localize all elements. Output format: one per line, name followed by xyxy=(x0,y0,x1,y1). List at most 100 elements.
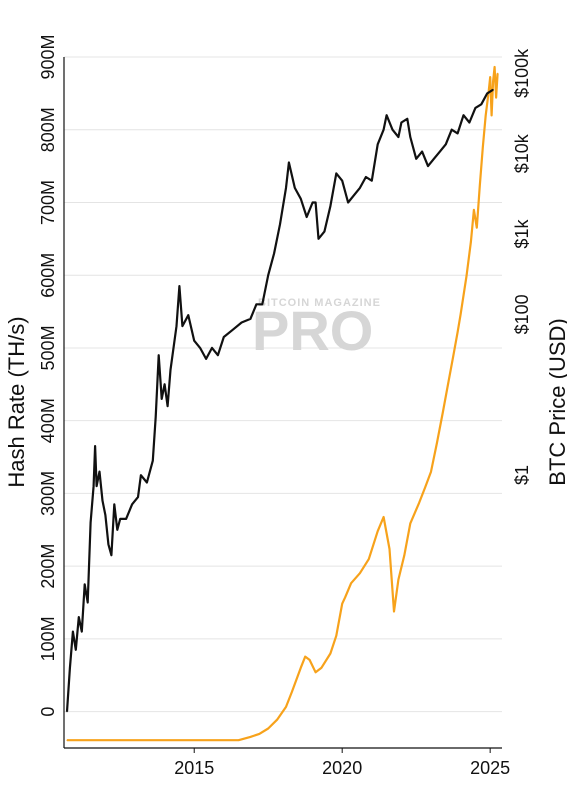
btc-price-point xyxy=(430,471,432,473)
btc-price-point xyxy=(409,522,411,525)
hash-rate-point xyxy=(223,336,225,338)
hash-rate-point xyxy=(119,518,121,520)
hash-rate-point xyxy=(353,194,355,196)
hash-rate-point xyxy=(451,129,453,131)
btc-price-point xyxy=(485,114,487,116)
hash-rate-point xyxy=(137,496,139,498)
hash-rate-point xyxy=(140,474,142,476)
hash-rate-point xyxy=(317,238,320,240)
hash-rate-point xyxy=(323,231,325,233)
hash-rate-point xyxy=(406,118,408,120)
hash-rate-point xyxy=(161,398,163,400)
hash-rate-point xyxy=(78,616,80,618)
hash-rate-point xyxy=(110,554,112,556)
btc-price-point xyxy=(397,579,399,581)
hash-rate-point xyxy=(125,518,127,520)
btc-price-point xyxy=(482,146,484,148)
btc-price-point xyxy=(291,691,293,693)
hash-rate-point xyxy=(359,187,361,189)
btc-price-point xyxy=(258,733,260,735)
hash-rate-point xyxy=(329,205,331,207)
hash-rate-point xyxy=(409,136,411,138)
btc-price-point xyxy=(492,80,494,82)
hash-rate-point xyxy=(113,503,115,505)
hash-rate-point xyxy=(433,158,435,160)
btc-price-point xyxy=(489,76,491,78)
hash-rate-point xyxy=(457,132,459,134)
btc-price-point xyxy=(497,72,499,74)
hash-rate-point xyxy=(158,354,160,356)
hash-rate-point xyxy=(415,158,417,160)
hash-rate-point xyxy=(167,405,169,407)
hash-rate-point xyxy=(294,187,296,189)
btc-price-point xyxy=(479,185,481,187)
hash-rate-point xyxy=(383,129,385,131)
y-right-tick-label: $10k xyxy=(512,133,532,173)
watermark-top-text: BITCOIN MAGAZINE xyxy=(258,297,381,309)
tick-labels: 0 100M 200M 300M 400M 500M 600M 700M 800M 900M $1 $… xyxy=(38,34,532,778)
hash-rate-point xyxy=(199,347,201,349)
watermark-main-text: PRO xyxy=(252,299,373,362)
hash-rate-point xyxy=(480,103,482,105)
hash-rate-point xyxy=(400,121,402,124)
hash-rate-point xyxy=(187,314,189,316)
y-right-tick-label: $100 xyxy=(512,294,532,334)
btc-price-point xyxy=(494,66,496,68)
hash-rate-point xyxy=(285,187,287,189)
hash-rate-point xyxy=(335,172,337,174)
y-left-tick-label: 600M xyxy=(38,253,58,298)
btc-price-point xyxy=(149,739,151,741)
hash-rate-point xyxy=(341,180,343,182)
y-left-tick-label: 500M xyxy=(38,325,58,370)
btc-price-point xyxy=(457,331,459,333)
hash-rate-point xyxy=(267,274,269,276)
hash-rate-point xyxy=(175,325,178,327)
btc-price-point xyxy=(368,558,370,560)
hash-rate-point xyxy=(217,354,219,356)
hash-rate-point xyxy=(84,583,86,585)
y-left-tick-label: 0 xyxy=(38,707,58,717)
y-left-tick-label: 700M xyxy=(38,180,58,225)
hash-rate-point xyxy=(131,503,133,505)
hash-rate-point xyxy=(249,318,251,320)
btc-price-point xyxy=(452,355,454,357)
btc-price-point xyxy=(238,739,240,741)
y-left-tick-label: 900M xyxy=(38,34,58,79)
hash-rate-point xyxy=(146,481,148,484)
hash-rate-point xyxy=(255,303,257,305)
y-left-tick-label: 300M xyxy=(38,471,58,516)
watermark: BITCOIN MAGAZINE PRO xyxy=(252,297,381,362)
hash-rate-point xyxy=(72,631,74,633)
btc-price-point xyxy=(249,736,251,738)
y-left-tick-label: 200M xyxy=(38,544,58,589)
btc-price-point xyxy=(309,659,311,661)
btc-price-point xyxy=(276,719,278,721)
hash-rate-point xyxy=(371,180,373,182)
hash-rate-point xyxy=(261,303,263,305)
hash-rate-point xyxy=(474,107,476,109)
btc-price-point xyxy=(341,603,343,605)
btc-price-point xyxy=(465,275,468,277)
btc-price-point xyxy=(495,97,497,99)
hash-rate-point xyxy=(178,285,180,287)
y-left-tick-label: 800M xyxy=(38,107,58,152)
btc-price-point xyxy=(473,209,475,211)
hash-rate-point xyxy=(81,631,83,633)
hash-rate-point xyxy=(169,369,172,371)
hash-rate-point xyxy=(93,485,95,487)
x-tick-label: 2015 xyxy=(174,758,214,778)
hash-rate-point xyxy=(391,129,394,131)
left-axis-title: Hash Rate (TH/s) xyxy=(4,316,29,487)
hash-rate-point xyxy=(155,416,157,418)
btc-price-point xyxy=(491,114,493,116)
hash-rate-point xyxy=(164,383,166,385)
btc-price-point xyxy=(267,727,269,730)
hash-rate-point xyxy=(306,216,308,218)
btc-price-point xyxy=(359,572,361,574)
btc-price-point xyxy=(393,610,395,613)
hash-rate-point xyxy=(300,198,302,200)
hash-rate-point xyxy=(365,176,367,178)
hash-rate-point xyxy=(492,89,494,91)
btc-price-point xyxy=(208,739,210,741)
hash-rate-point xyxy=(181,325,183,327)
